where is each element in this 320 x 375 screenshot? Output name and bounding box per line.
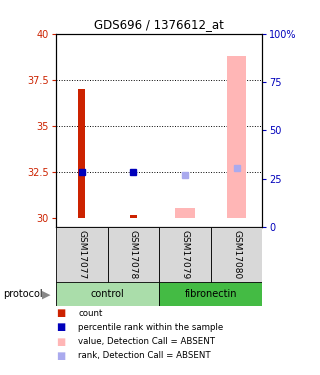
Bar xyxy=(175,208,195,218)
Bar xyxy=(108,227,159,283)
Text: count: count xyxy=(78,309,103,318)
Text: ■: ■ xyxy=(56,308,65,318)
Text: control: control xyxy=(91,289,124,299)
Bar xyxy=(130,216,137,217)
Bar xyxy=(56,227,108,283)
Text: ■: ■ xyxy=(56,351,65,361)
Title: GDS696 / 1376612_at: GDS696 / 1376612_at xyxy=(94,18,224,31)
Text: protocol: protocol xyxy=(3,290,43,299)
Text: GSM17080: GSM17080 xyxy=(232,230,241,280)
Text: ■: ■ xyxy=(56,322,65,332)
Text: ■: ■ xyxy=(56,337,65,346)
Text: GSM17079: GSM17079 xyxy=(180,230,189,280)
Text: value, Detection Call = ABSENT: value, Detection Call = ABSENT xyxy=(78,337,215,346)
Text: GSM17078: GSM17078 xyxy=(129,230,138,280)
Text: ▶: ▶ xyxy=(42,290,51,299)
Bar xyxy=(78,89,85,218)
Text: GSM17077: GSM17077 xyxy=(77,230,86,280)
Bar xyxy=(159,282,262,306)
Text: percentile rank within the sample: percentile rank within the sample xyxy=(78,323,224,332)
Bar xyxy=(211,227,262,283)
Text: rank, Detection Call = ABSENT: rank, Detection Call = ABSENT xyxy=(78,351,211,360)
Bar xyxy=(56,282,159,306)
Bar xyxy=(159,227,211,283)
Bar xyxy=(227,56,246,217)
Text: fibronectin: fibronectin xyxy=(185,289,237,299)
